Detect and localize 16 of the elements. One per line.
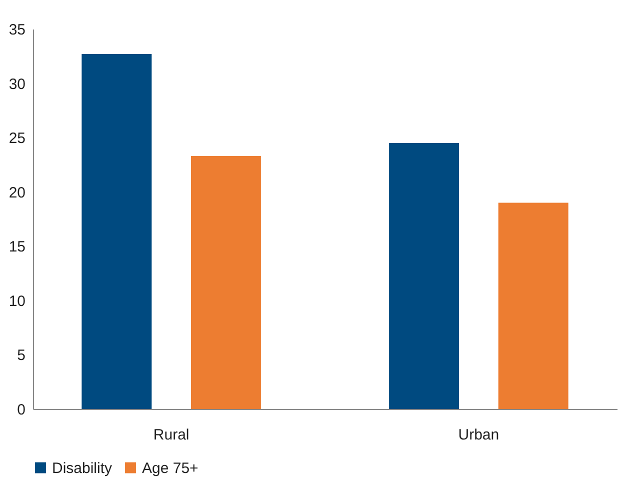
bar xyxy=(498,202,568,409)
bar xyxy=(190,156,261,409)
legend-label: Disability xyxy=(52,460,113,477)
y-tick-label: 10 xyxy=(8,292,26,310)
y-tick-label: 0 xyxy=(17,402,26,418)
y-tick-label: 15 xyxy=(8,238,26,256)
y-tick-label: 5 xyxy=(17,347,26,364)
y-tick-label: 20 xyxy=(8,184,26,202)
x-tick-label: Rural xyxy=(153,426,190,444)
y-tick-label: 35 xyxy=(8,22,26,38)
legend-label: Age 75+ xyxy=(142,460,199,477)
y-tick-label: 25 xyxy=(8,130,26,148)
bar xyxy=(389,143,460,409)
bar xyxy=(82,54,152,409)
y-tick-label: 30 xyxy=(8,76,26,93)
x-tick-label: Urban xyxy=(458,426,500,444)
